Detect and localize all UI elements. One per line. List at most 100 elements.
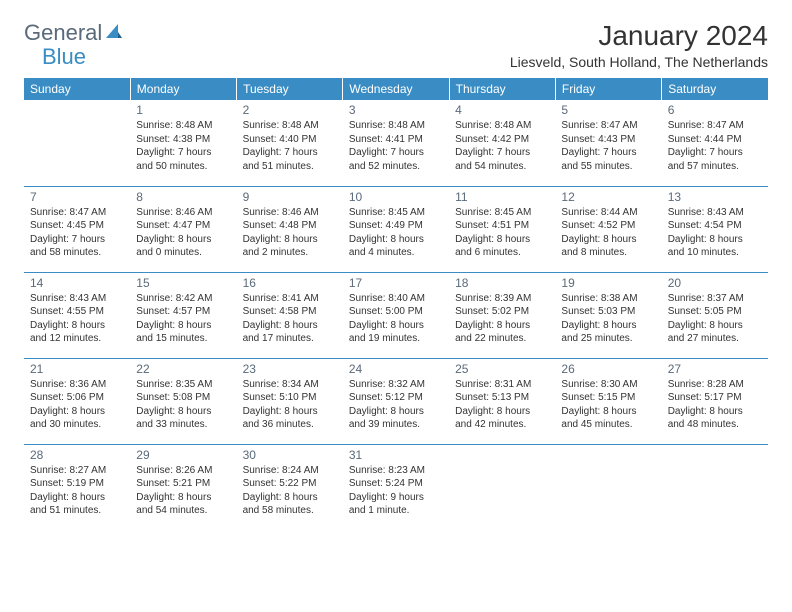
sunrise-text: Sunrise: 8:48 AM: [349, 119, 443, 133]
sunset-text: Sunset: 5:22 PM: [243, 477, 337, 491]
sunrise-text: Sunrise: 8:43 AM: [668, 206, 762, 220]
daylight-text: and 10 minutes.: [668, 246, 762, 260]
sunrise-text: Sunrise: 8:27 AM: [30, 464, 124, 478]
day-cell: 31Sunrise: 8:23 AMSunset: 5:24 PMDayligh…: [343, 444, 449, 530]
sunrise-text: Sunrise: 8:23 AM: [349, 464, 443, 478]
day-number: 23: [243, 361, 337, 377]
sunset-text: Sunset: 4:51 PM: [455, 219, 549, 233]
week-row: 7Sunrise: 8:47 AMSunset: 4:45 PMDaylight…: [24, 186, 768, 272]
month-title: January 2024: [510, 20, 768, 52]
daylight-text: Daylight: 7 hours: [30, 233, 124, 247]
logo-sail-icon: [104, 20, 124, 46]
daylight-text: and 51 minutes.: [30, 504, 124, 518]
day-cell: 14Sunrise: 8:43 AMSunset: 4:55 PMDayligh…: [24, 272, 130, 358]
day-cell: 11Sunrise: 8:45 AMSunset: 4:51 PMDayligh…: [449, 186, 555, 272]
sunrise-text: Sunrise: 8:28 AM: [668, 378, 762, 392]
sunrise-text: Sunrise: 8:46 AM: [136, 206, 230, 220]
day-number: 14: [30, 275, 124, 291]
day-number: 4: [455, 102, 549, 118]
day-cell: 8Sunrise: 8:46 AMSunset: 4:47 PMDaylight…: [130, 186, 236, 272]
sunrise-text: Sunrise: 8:24 AM: [243, 464, 337, 478]
day-number: 18: [455, 275, 549, 291]
daylight-text: Daylight: 8 hours: [349, 319, 443, 333]
daylight-text: Daylight: 8 hours: [668, 233, 762, 247]
day-number: 20: [668, 275, 762, 291]
day-cell: 27Sunrise: 8:28 AMSunset: 5:17 PMDayligh…: [662, 358, 768, 444]
day-cell: 23Sunrise: 8:34 AMSunset: 5:10 PMDayligh…: [237, 358, 343, 444]
daylight-text: Daylight: 8 hours: [243, 491, 337, 505]
daylight-text: and 50 minutes.: [136, 160, 230, 174]
daylight-text: Daylight: 8 hours: [561, 405, 655, 419]
daylight-text: and 52 minutes.: [349, 160, 443, 174]
sunset-text: Sunset: 4:55 PM: [30, 305, 124, 319]
day-header: Sunday: [24, 78, 130, 100]
sunrise-text: Sunrise: 8:38 AM: [561, 292, 655, 306]
daylight-text: Daylight: 9 hours: [349, 491, 443, 505]
sunset-text: Sunset: 4:44 PM: [668, 133, 762, 147]
daylight-text: Daylight: 8 hours: [561, 319, 655, 333]
daylight-text: Daylight: 8 hours: [243, 405, 337, 419]
day-number: 25: [455, 361, 549, 377]
day-cell: 21Sunrise: 8:36 AMSunset: 5:06 PMDayligh…: [24, 358, 130, 444]
sunrise-text: Sunrise: 8:47 AM: [30, 206, 124, 220]
day-cell: 24Sunrise: 8:32 AMSunset: 5:12 PMDayligh…: [343, 358, 449, 444]
daylight-text: and 8 minutes.: [561, 246, 655, 260]
daylight-text: Daylight: 7 hours: [349, 146, 443, 160]
sunset-text: Sunset: 5:10 PM: [243, 391, 337, 405]
daylight-text: Daylight: 8 hours: [455, 233, 549, 247]
sunset-text: Sunset: 5:08 PM: [136, 391, 230, 405]
day-cell: 10Sunrise: 8:45 AMSunset: 4:49 PMDayligh…: [343, 186, 449, 272]
daylight-text: and 17 minutes.: [243, 332, 337, 346]
daylight-text: and 1 minute.: [349, 504, 443, 518]
sunrise-text: Sunrise: 8:45 AM: [349, 206, 443, 220]
sunrise-text: Sunrise: 8:31 AM: [455, 378, 549, 392]
sunset-text: Sunset: 5:00 PM: [349, 305, 443, 319]
day-cell: 9Sunrise: 8:46 AMSunset: 4:48 PMDaylight…: [237, 186, 343, 272]
daylight-text: and 19 minutes.: [349, 332, 443, 346]
sunset-text: Sunset: 4:42 PM: [455, 133, 549, 147]
sunset-text: Sunset: 4:57 PM: [136, 305, 230, 319]
day-cell: 19Sunrise: 8:38 AMSunset: 5:03 PMDayligh…: [555, 272, 661, 358]
daylight-text: Daylight: 8 hours: [136, 405, 230, 419]
daylight-text: Daylight: 8 hours: [30, 491, 124, 505]
sunset-text: Sunset: 5:03 PM: [561, 305, 655, 319]
day-cell: [662, 444, 768, 530]
sunset-text: Sunset: 5:13 PM: [455, 391, 549, 405]
daylight-text: Daylight: 7 hours: [243, 146, 337, 160]
day-number: 19: [561, 275, 655, 291]
day-cell: [449, 444, 555, 530]
day-cell: 30Sunrise: 8:24 AMSunset: 5:22 PMDayligh…: [237, 444, 343, 530]
daylight-text: and 55 minutes.: [561, 160, 655, 174]
week-row: 21Sunrise: 8:36 AMSunset: 5:06 PMDayligh…: [24, 358, 768, 444]
daylight-text: Daylight: 8 hours: [668, 405, 762, 419]
day-cell: 3Sunrise: 8:48 AMSunset: 4:41 PMDaylight…: [343, 100, 449, 186]
logo-text-blue: Blue: [42, 44, 86, 70]
day-number: 16: [243, 275, 337, 291]
logo: General: [24, 20, 126, 46]
daylight-text: Daylight: 8 hours: [243, 319, 337, 333]
daylight-text: and 51 minutes.: [243, 160, 337, 174]
header: General January 2024 Liesveld, South Hol…: [24, 20, 768, 70]
day-number: 21: [30, 361, 124, 377]
daylight-text: and 27 minutes.: [668, 332, 762, 346]
day-number: 13: [668, 189, 762, 205]
day-cell: 22Sunrise: 8:35 AMSunset: 5:08 PMDayligh…: [130, 358, 236, 444]
daylight-text: Daylight: 8 hours: [455, 405, 549, 419]
daylight-text: Daylight: 8 hours: [668, 319, 762, 333]
day-cell: 26Sunrise: 8:30 AMSunset: 5:15 PMDayligh…: [555, 358, 661, 444]
day-cell: 2Sunrise: 8:48 AMSunset: 4:40 PMDaylight…: [237, 100, 343, 186]
sunset-text: Sunset: 4:48 PM: [243, 219, 337, 233]
daylight-text: and 48 minutes.: [668, 418, 762, 432]
day-cell: 20Sunrise: 8:37 AMSunset: 5:05 PMDayligh…: [662, 272, 768, 358]
day-number: 2: [243, 102, 337, 118]
sunrise-text: Sunrise: 8:48 AM: [243, 119, 337, 133]
daylight-text: Daylight: 8 hours: [455, 319, 549, 333]
daylight-text: and 39 minutes.: [349, 418, 443, 432]
day-cell: 6Sunrise: 8:47 AMSunset: 4:44 PMDaylight…: [662, 100, 768, 186]
day-number: 1: [136, 102, 230, 118]
sunset-text: Sunset: 5:02 PM: [455, 305, 549, 319]
day-number: 31: [349, 447, 443, 463]
day-cell: 18Sunrise: 8:39 AMSunset: 5:02 PMDayligh…: [449, 272, 555, 358]
sunrise-text: Sunrise: 8:34 AM: [243, 378, 337, 392]
sunset-text: Sunset: 4:40 PM: [243, 133, 337, 147]
